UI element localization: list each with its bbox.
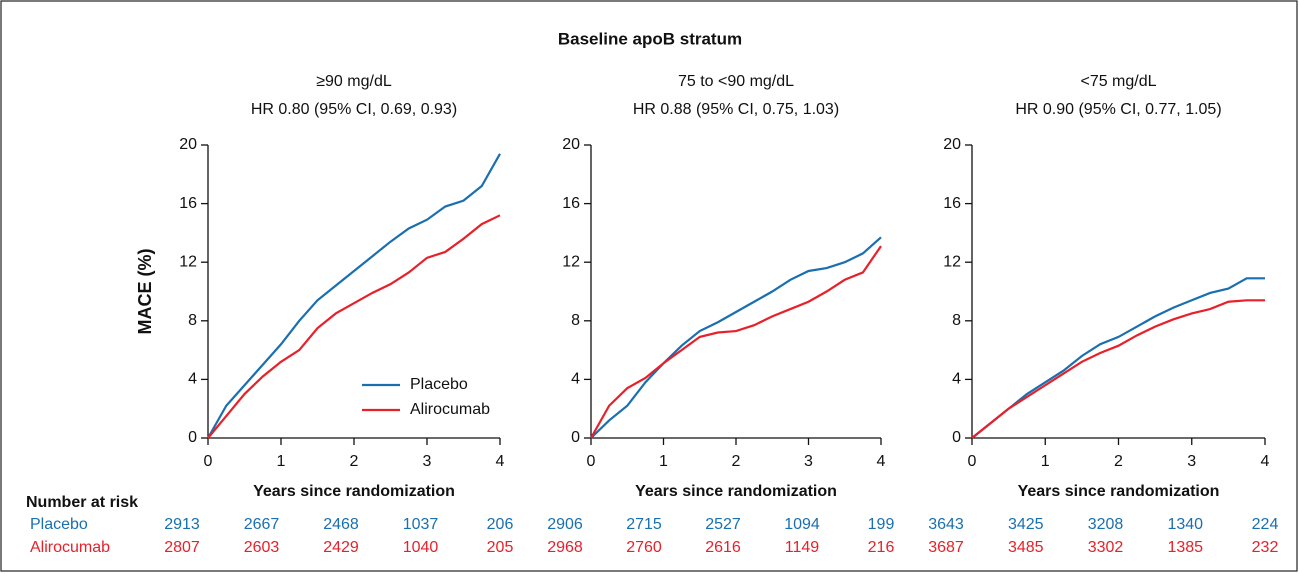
y-axis-label: MACE (%) — [135, 249, 155, 335]
x-tick-label: 1 — [1041, 453, 1050, 470]
figure-title: Baseline apoB stratum — [558, 29, 742, 48]
x-tick-label: 0 — [587, 453, 596, 470]
risk-count: 205 — [487, 539, 514, 556]
risk-count: 2906 — [547, 516, 583, 533]
risk-count: 3485 — [1008, 539, 1044, 556]
risk-count: 2715 — [626, 516, 662, 533]
risk-row-name: Placebo — [30, 516, 88, 533]
series-line — [971, 299, 1265, 439]
risk-count: 2603 — [244, 539, 280, 556]
risk-count: 199 — [868, 516, 895, 533]
y-tick-label: 4 — [952, 371, 961, 388]
risk-count: 2468 — [323, 516, 359, 533]
risk-count: 216 — [868, 539, 895, 556]
risk-count: 1340 — [1167, 516, 1203, 533]
risk-title: Number at risk — [26, 494, 138, 511]
risk-count: 232 — [1252, 539, 1279, 556]
series-line — [590, 236, 882, 439]
x-tick-label: 4 — [496, 453, 505, 470]
x-tick-label: 0 — [968, 453, 977, 470]
panel-subtitle: HR 0.88 (95% CI, 0.75, 1.03) — [633, 101, 839, 118]
series-line — [971, 277, 1265, 439]
x-tick-label: 4 — [1261, 453, 1270, 470]
x-tick-label: 4 — [877, 453, 886, 470]
risk-count: 224 — [1252, 516, 1279, 533]
risk-count: 2968 — [547, 539, 583, 556]
risk-count: 2913 — [164, 516, 200, 533]
risk-count: 3643 — [928, 516, 964, 533]
series-line — [590, 245, 882, 439]
risk-count: 3302 — [1088, 539, 1124, 556]
risk-count: 1037 — [403, 516, 439, 533]
y-tick-label: 8 — [188, 312, 197, 329]
panel-title: ≥90 mg/dL — [316, 73, 392, 90]
risk-count: 2667 — [244, 516, 280, 533]
y-tick-label: 12 — [179, 253, 197, 270]
panel-subtitle: HR 0.80 (95% CI, 0.69, 0.93) — [251, 101, 457, 118]
risk-count: 2527 — [705, 516, 741, 533]
x-axis-label: Years since randomization — [1018, 483, 1220, 500]
risk-count: 1149 — [785, 539, 820, 556]
x-tick-label: 2 — [1114, 453, 1123, 470]
y-tick-label: 16 — [943, 195, 961, 212]
y-tick-label: 20 — [943, 136, 961, 153]
y-tick-label: 16 — [562, 195, 580, 212]
risk-row-name: Alirocumab — [30, 539, 110, 556]
risk-count: 2429 — [323, 539, 359, 556]
y-tick-label: 4 — [188, 371, 197, 388]
x-tick-label: 1 — [659, 453, 668, 470]
y-tick-label: 20 — [562, 136, 580, 153]
x-tick-label: 3 — [1187, 453, 1196, 470]
x-tick-label: 3 — [804, 453, 813, 470]
risk-count: 3425 — [1008, 516, 1044, 533]
y-tick-label: 20 — [179, 136, 197, 153]
risk-count: 3687 — [928, 539, 964, 556]
y-tick-label: 0 — [952, 429, 961, 446]
panel-title: <75 mg/dL — [1080, 73, 1156, 90]
y-tick-label: 0 — [188, 429, 197, 446]
legend-label: Alirocumab — [410, 401, 490, 418]
risk-count: 2616 — [705, 539, 741, 556]
risk-count: 3208 — [1088, 516, 1124, 533]
risk-count: 206 — [487, 516, 514, 533]
series-line — [207, 153, 501, 439]
risk-count: 1385 — [1167, 539, 1203, 556]
series-line — [207, 214, 501, 439]
risk-count: 2807 — [164, 539, 200, 556]
x-axis-label: Years since randomization — [635, 483, 837, 500]
y-tick-label: 8 — [952, 312, 961, 329]
panel-subtitle: HR 0.90 (95% CI, 0.77, 1.05) — [1015, 101, 1221, 118]
x-tick-label: 2 — [350, 453, 359, 470]
risk-count: 1040 — [403, 539, 439, 556]
risk-count: 1094 — [784, 516, 820, 533]
risk-count: 2760 — [626, 539, 662, 556]
panel-title: 75 to <90 mg/dL — [678, 73, 794, 90]
y-tick-label: 8 — [571, 312, 580, 329]
x-tick-label: 3 — [423, 453, 432, 470]
y-tick-label: 12 — [562, 253, 580, 270]
x-tick-label: 1 — [277, 453, 286, 470]
y-tick-label: 4 — [571, 371, 580, 388]
x-axis-label: Years since randomization — [253, 483, 455, 500]
y-tick-label: 12 — [943, 253, 961, 270]
x-tick-label: 2 — [732, 453, 741, 470]
y-tick-label: 0 — [571, 429, 580, 446]
x-tick-label: 0 — [204, 453, 213, 470]
y-tick-label: 16 — [179, 195, 197, 212]
legend-label: Placebo — [410, 376, 468, 393]
